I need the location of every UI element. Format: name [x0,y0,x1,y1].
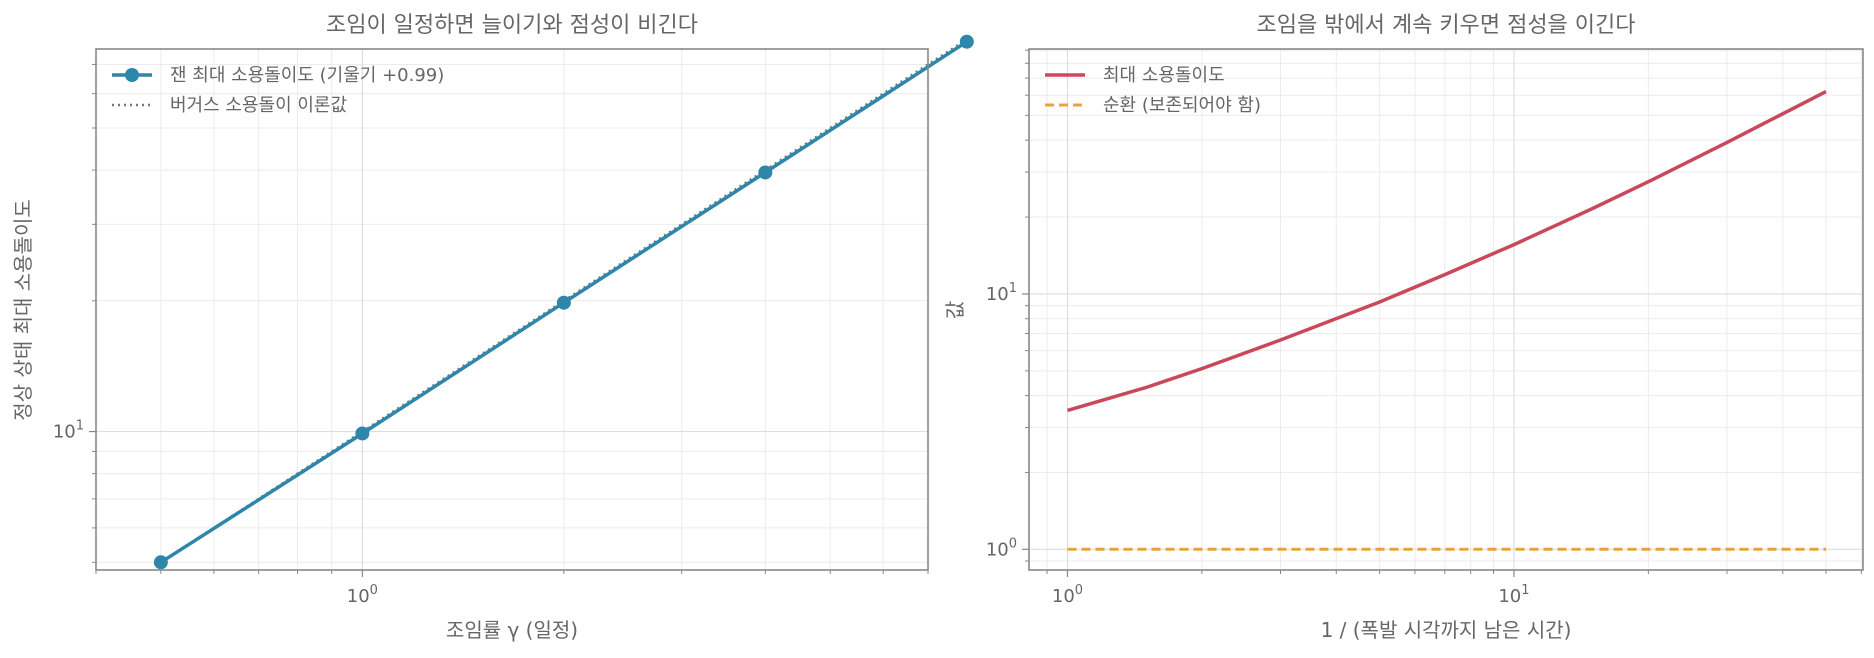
right-grid [1029,49,1863,570]
x-tick-exponent: 1 [1521,583,1529,598]
series-point [959,34,974,49]
left-plot-frame [95,48,929,571]
left-x-axis-label: 조임률 γ (일정) [446,618,578,642]
left-chart-title: 조임이 일정하면 늘이기와 점성이 비긴다 [326,13,698,38]
x-tick-base: 10 [1498,586,1521,607]
x-tick-exponent: 0 [370,583,378,598]
x-tick-label: 101 [1498,583,1529,607]
right-series [1067,90,1827,551]
series-point [153,555,168,570]
y-tick-label: 100 [986,536,1017,560]
y-tick-base: 10 [53,422,76,443]
x-tick-label: 100 [1052,583,1083,607]
series-point [556,295,571,310]
x-tick-base: 10 [347,586,370,607]
legend-label: 최대 소용돌이도 [1103,65,1225,86]
right-chart-title: 조임을 밖에서 계속 키우면 점성을 이긴다 [1256,13,1635,38]
left-series [153,34,974,570]
right-y-axis-label: 값 [943,301,967,319]
y-tick-label: 101 [53,419,84,443]
y-tick-exponent: 1 [1009,281,1017,296]
y-tick-exponent: 0 [1009,536,1017,551]
y-tick-base: 10 [986,284,1009,305]
y-tick-base: 10 [986,539,1009,560]
legend-label: 순환 (보존되어야 함) [1103,95,1261,116]
x-tick-base: 10 [1052,586,1075,607]
series-point [355,426,370,441]
series-line [1067,90,1827,413]
left-legend: 잰 최대 소용돌이도 (기울기 +0.99) 버거스 소용돌이 이론값 [112,65,444,116]
x-tick-exponent: 0 [1075,583,1083,598]
right-x-axis-label: 1 / (폭발 시각까지 남은 시간) [1321,618,1572,642]
legend-label: 잰 최대 소용돌이도 (기울기 +0.99) [170,65,444,86]
left-y-axis-label: 정상 상태 최대 소용돌이도 [11,199,35,420]
y-tick-label: 101 [986,281,1017,305]
legend-label: 버거스 소용돌이 이론값 [170,95,347,116]
series-point [758,165,773,180]
y-tick-exponent: 1 [76,419,84,434]
legend-marker [125,68,139,82]
right-plot-frame [1028,48,1864,571]
x-tick-label: 100 [347,583,378,607]
left-grid [95,49,929,570]
